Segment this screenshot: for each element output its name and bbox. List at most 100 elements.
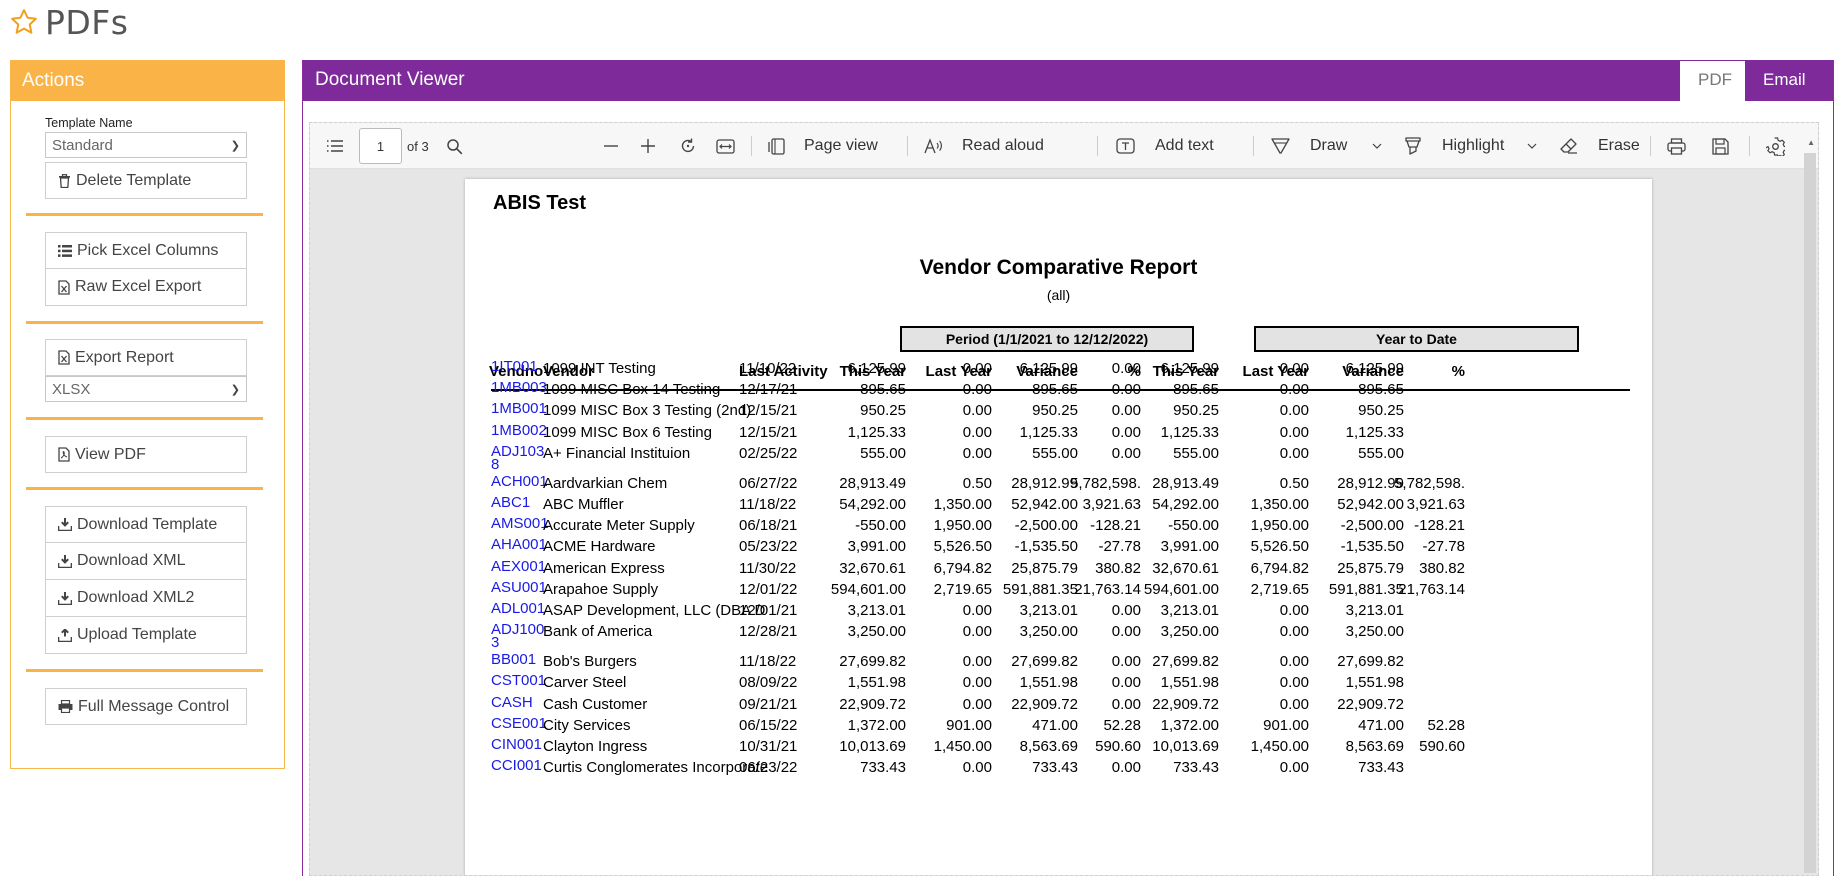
- cell-vendor: Clayton Ingress: [543, 738, 648, 755]
- cell-vendno[interactable]: CASH: [491, 693, 533, 711]
- zoom-in-button[interactable]: [640, 123, 656, 169]
- save-button[interactable]: [1712, 123, 1729, 169]
- cell-this-year: 3,991.00: [847, 538, 906, 556]
- save-icon: [1712, 137, 1729, 155]
- highlight-options-button[interactable]: [1527, 123, 1537, 169]
- cell-vendno[interactable]: 1IT001: [491, 358, 538, 375]
- cell-vendor: Arapahoe Supply: [543, 580, 659, 598]
- header-rule: [491, 389, 1630, 391]
- cell-this-year: 54,292.00: [839, 496, 906, 513]
- export-format-select[interactable]: XLSX ❯: [45, 376, 247, 402]
- star-icon[interactable]: [9, 7, 39, 37]
- cell-vendno[interactable]: ABC1: [491, 494, 531, 511]
- cell-vendor: Curtis Conglomerates Incorporate: [543, 759, 769, 777]
- tab-pdf[interactable]: PDF: [1680, 61, 1745, 101]
- cell-ytd-pct: 380.82: [1419, 559, 1465, 577]
- cell-ytd-variance: 3,250.00: [1345, 623, 1404, 641]
- add-text-label: Add text: [1155, 137, 1214, 154]
- cell-last-activity: 10/31/21: [739, 738, 798, 755]
- scroll-up-arrow[interactable]: ▲: [1807, 138, 1815, 147]
- print-icon: [1667, 137, 1686, 155]
- page-number-input[interactable]: 1: [359, 123, 402, 169]
- template-name-label: Template Name: [45, 116, 133, 130]
- download-xml-button[interactable]: Download XML: [45, 543, 247, 580]
- zoom-out-button[interactable]: [603, 123, 619, 169]
- draw-label: Draw: [1310, 137, 1348, 154]
- pick-excel-columns-button[interactable]: Pick Excel Columns: [45, 232, 247, 269]
- cell-vendno[interactable]: AEX001: [491, 557, 547, 575]
- cell-last-activity: 11/10/22: [739, 360, 797, 377]
- tab-email[interactable]: Email: [1763, 70, 1806, 89]
- cell-this-year: -550.00: [855, 517, 906, 535]
- cell-vendor: Bank of America: [543, 623, 653, 641]
- cell-vendno[interactable]: 1MB003: [491, 379, 547, 397]
- cell-vendno[interactable]: AMS001: [491, 515, 549, 533]
- fit-to-width-button[interactable]: [716, 123, 735, 169]
- highlight-button[interactable]: Highlight: [1404, 123, 1504, 169]
- settings-button[interactable]: [1766, 123, 1785, 169]
- draw-options-button[interactable]: [1372, 123, 1382, 169]
- cell-pct: 21,763.14: [1074, 580, 1141, 598]
- cell-vendno[interactable]: ASU001: [491, 578, 547, 596]
- cell-vendno[interactable]: CST001: [491, 672, 547, 690]
- cell-ytd-last-year: 901.00: [1263, 716, 1309, 734]
- cell-vendor: American Express: [543, 559, 665, 577]
- cell-ytd-variance: -2,500.00: [1340, 517, 1404, 535]
- scrollbar[interactable]: [1804, 153, 1816, 873]
- chevron-down-icon: [1372, 143, 1382, 149]
- cell-vendor: ACME Hardware: [543, 538, 656, 556]
- download-template-button[interactable]: Download Template: [45, 506, 247, 543]
- cell-last-activity: 02/25/22: [739, 444, 798, 462]
- cell-vendno[interactable]: 1MB002: [491, 421, 547, 439]
- cell-vendno[interactable]: ACH001: [491, 472, 548, 490]
- cell-vendno[interactable]: CIN001: [491, 736, 542, 753]
- cell-vendno[interactable]: 1MB001: [491, 400, 547, 418]
- table-of-contents-button[interactable]: [326, 123, 344, 169]
- cell-this-year: 3,250.00: [847, 623, 906, 641]
- delete-template-button[interactable]: Delete Template: [45, 162, 247, 199]
- actions-body: Template Name Standard ❯ Delete Template…: [26, 101, 263, 725]
- cell-last-year: 0.00: [962, 602, 992, 619]
- export-report-button[interactable]: Export Report: [45, 339, 247, 376]
- cell-vendno[interactable]: AHA001: [491, 536, 547, 554]
- find-button[interactable]: [446, 123, 463, 169]
- report-subtitle: (all): [1046, 287, 1071, 303]
- template-select[interactable]: Standard ❯: [45, 132, 247, 158]
- draw-button[interactable]: Draw: [1271, 123, 1347, 169]
- cell-vendno[interactable]: BB001: [491, 651, 537, 669]
- cell-ytd-variance: 555.00: [1358, 444, 1404, 462]
- cell-last-year: 0.00: [962, 695, 992, 713]
- cell-ytd-this-year: 3,213.01: [1160, 602, 1219, 619]
- view-pdf-button[interactable]: View PDF: [45, 436, 247, 473]
- cell-vendor: Aardvarkian Chem: [543, 474, 668, 492]
- download-xml2-button[interactable]: Download XML2: [45, 580, 247, 617]
- cell-vendor: City Services: [543, 716, 631, 734]
- cell-vendno[interactable]: ADJ100 3: [491, 621, 545, 652]
- cell-ytd-this-year: 27,699.82: [1152, 653, 1219, 671]
- cell-variance: 3,250.00: [1019, 623, 1078, 641]
- cell-vendno[interactable]: ADL001: [491, 600, 546, 617]
- read-aloud-icon: [924, 137, 942, 153]
- add-text-button[interactable]: Add text: [1116, 123, 1214, 169]
- cell-last-year: 1,950.00: [933, 517, 992, 535]
- cell-last-year: 5,526.50: [933, 538, 992, 556]
- erase-button[interactable]: Erase: [1560, 123, 1640, 169]
- read-aloud-button[interactable]: Read aloud: [924, 123, 1044, 169]
- page-view-button[interactable]: Page view: [768, 123, 878, 169]
- cell-ytd-pct: 52.28: [1427, 716, 1465, 734]
- cell-this-year: 6,125.99: [847, 360, 906, 377]
- raw-excel-export-button[interactable]: Raw Excel Export: [45, 269, 247, 306]
- cell-vendno[interactable]: CCI001: [491, 757, 542, 775]
- viewer-title: Document Viewer: [315, 69, 465, 90]
- page-title: PDFs: [45, 2, 129, 42]
- cell-pct: 590.60: [1095, 738, 1141, 755]
- cell-vendno[interactable]: ADJ103 8: [491, 442, 545, 473]
- full-message-control-button[interactable]: Full Message Control: [45, 688, 247, 725]
- print-button[interactable]: [1667, 123, 1686, 169]
- cell-ytd-this-year: 555.00: [1173, 444, 1219, 462]
- upload-template-button[interactable]: Upload Template: [45, 617, 247, 654]
- cell-vendno[interactable]: CSE001: [491, 714, 547, 732]
- rotate-button[interactable]: [679, 123, 697, 169]
- print-icon: [58, 700, 73, 713]
- company-name: ABIS Test: [493, 192, 586, 214]
